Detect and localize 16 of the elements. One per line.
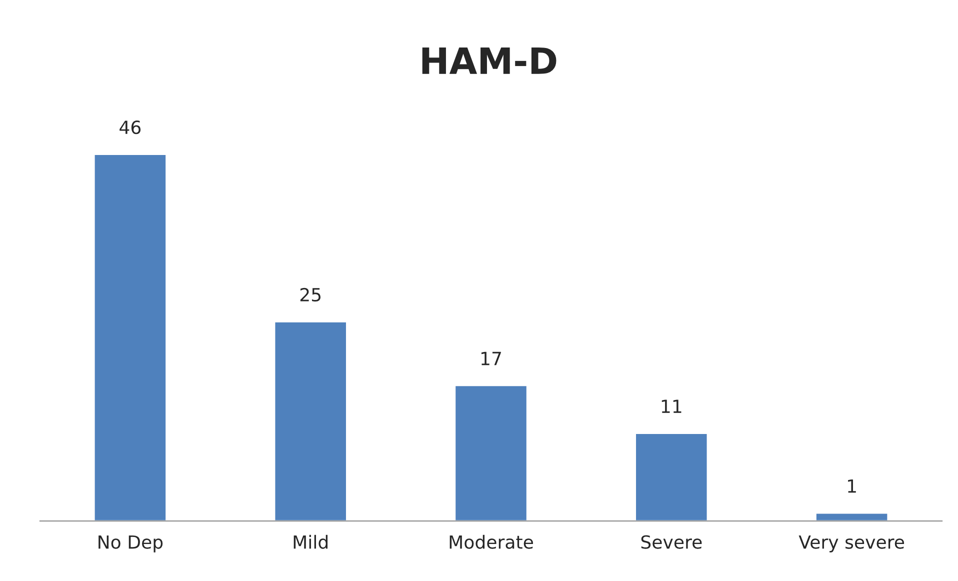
- x-tick-label: Very severe: [798, 535, 904, 552]
- bar: [634, 432, 708, 521]
- data-label: 25: [300, 288, 321, 302]
- data-label: 46: [120, 120, 141, 134]
- x-tick-label: Severe: [641, 535, 702, 549]
- x-tick-label: No Dep: [98, 535, 163, 552]
- chart-title: HAM-D: [422, 48, 556, 74]
- bar: [274, 321, 348, 521]
- x-tick-label: Moderate: [450, 534, 533, 549]
- bar: [815, 512, 889, 521]
- bar: [93, 154, 167, 521]
- bar: [454, 384, 528, 521]
- data-label: 1: [848, 479, 856, 493]
- data-label: 17: [481, 352, 501, 366]
- x-tick-label: Mild: [294, 534, 328, 549]
- data-label: 11: [662, 400, 682, 413]
